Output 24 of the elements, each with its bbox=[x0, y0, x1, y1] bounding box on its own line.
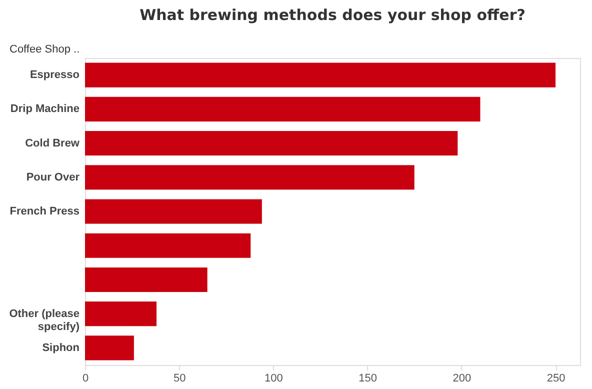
y-tick-label: Espresso bbox=[30, 69, 80, 82]
bar bbox=[85, 267, 208, 292]
chart-title: What brewing methods does your shop offer? bbox=[140, 6, 526, 24]
bar bbox=[85, 199, 262, 224]
y-tick-label: Drip Machine bbox=[10, 103, 80, 116]
x-tick-label: 200 bbox=[452, 372, 472, 384]
y-tick-label: French Press bbox=[10, 206, 80, 218]
y-tick-label: Pour Over bbox=[26, 171, 80, 184]
y-tick-label: Siphon bbox=[42, 342, 80, 354]
bar bbox=[85, 96, 480, 122]
x-tick-label: 150 bbox=[358, 372, 377, 384]
y-tick-label: Other (please specify) bbox=[9, 308, 80, 333]
bar bbox=[85, 233, 251, 258]
x-tick-label: 100 bbox=[264, 372, 283, 384]
y-tick-label: Cold Brew bbox=[25, 137, 80, 150]
x-tick-label: 250 bbox=[546, 372, 566, 384]
x-tick-label: 50 bbox=[173, 372, 186, 384]
y-axis-title: Coffee Shop .. bbox=[10, 44, 80, 56]
bar bbox=[85, 131, 458, 156]
bar bbox=[85, 336, 134, 360]
x-tick-label: 0 bbox=[82, 372, 89, 384]
bar bbox=[85, 62, 556, 88]
bar bbox=[85, 302, 157, 326]
bar bbox=[85, 165, 414, 190]
